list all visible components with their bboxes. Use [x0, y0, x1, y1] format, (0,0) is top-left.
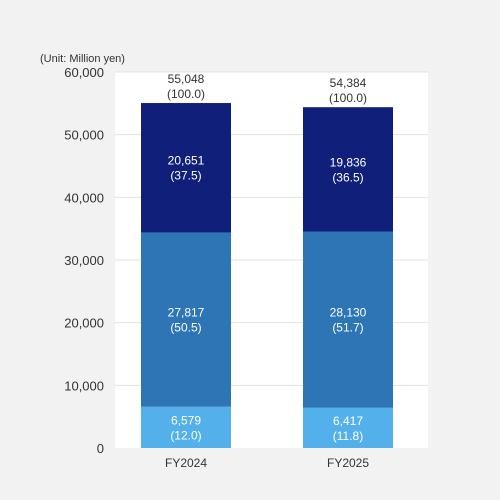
y-tick-label: 50,000 [64, 128, 104, 143]
total-value-label: 54,384 [330, 76, 367, 90]
segment-value-label: 20,651 [168, 154, 205, 168]
segment-percent-label: (37.5) [170, 169, 201, 183]
total-percent-label: (100.0) [167, 87, 205, 101]
segment-percent-label: (50.5) [170, 321, 201, 335]
bar-segment [141, 232, 231, 407]
unit-label: (Unit: Million yen) [40, 53, 125, 65]
bars: 6,579(12.0) 27,817(50.5) 20,651(37.5) 55,04… [141, 72, 393, 448]
total-percent-label: (100.0) [329, 91, 367, 105]
bar-segment [303, 407, 393, 448]
segment-percent-label: (12.0) [170, 428, 201, 442]
x-axis-categories: FY2024 FY2025 [165, 456, 369, 470]
y-tick-label: 60,000 [64, 65, 104, 80]
segment-value-label: 28,130 [330, 306, 367, 320]
y-tick-label: 10,000 [64, 378, 104, 393]
y-tick-label: 0 [97, 441, 104, 456]
y-tick-label: 30,000 [64, 253, 104, 268]
bar-segment [303, 107, 393, 232]
x-category-label: FY2025 [327, 456, 369, 470]
y-tick-label: 20,000 [64, 316, 104, 331]
total-value-label: 55,048 [168, 72, 205, 86]
y-tick-label: 40,000 [64, 190, 104, 205]
segment-value-label: 6,417 [333, 414, 363, 428]
segment-percent-label: (36.5) [332, 170, 363, 184]
segment-percent-label: (51.7) [332, 321, 363, 335]
bar-segment [141, 406, 231, 448]
y-axis-ticks: 0 10,000 20,000 30,000 40,000 50,000 60,000 [64, 65, 104, 456]
bar-segment [141, 103, 231, 233]
segment-percent-label: (11.8) [333, 429, 363, 443]
segment-value-label: 6,579 [171, 413, 201, 427]
x-category-label: FY2024 [165, 456, 207, 470]
segment-value-label: 27,817 [168, 306, 205, 320]
segment-value-label: 19,836 [330, 155, 367, 169]
bar-segment [303, 231, 393, 408]
